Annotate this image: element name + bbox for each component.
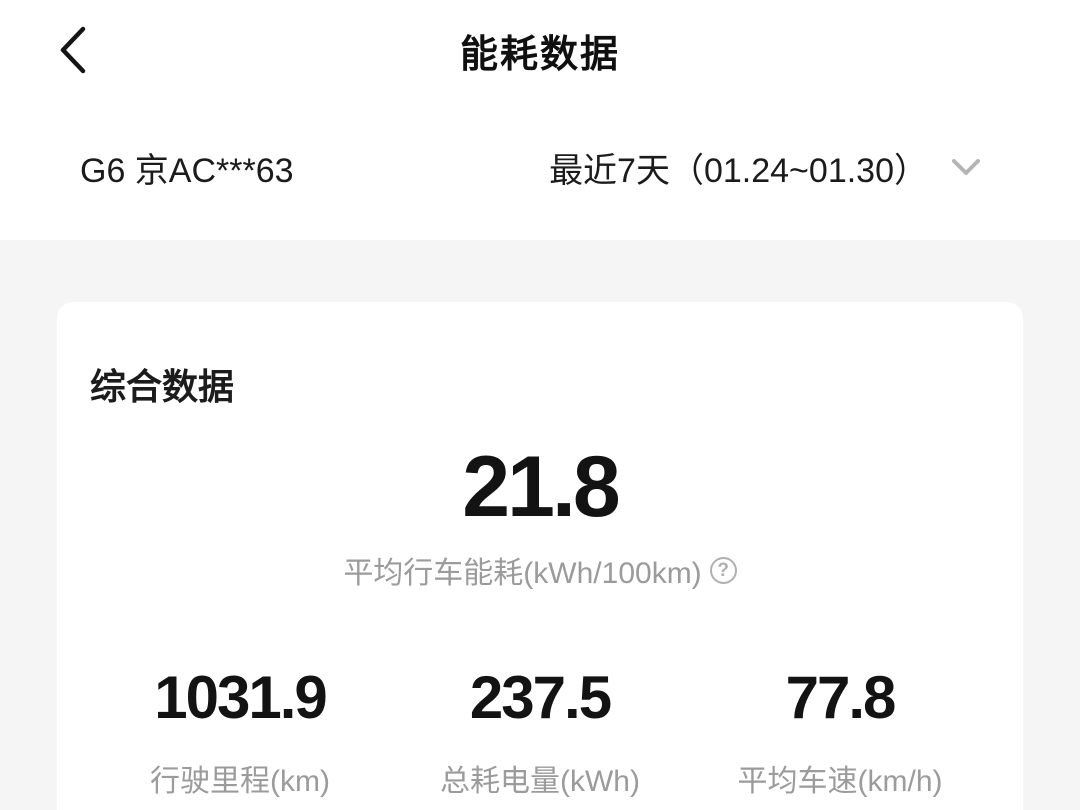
help-icon[interactable]: ? — [709, 556, 737, 584]
stat-avg-speed: 77.8 平均车速(km/h) — [690, 668, 990, 800]
avg-consumption-label-row: 平均行车能耗(kWh/100km) ? — [90, 548, 990, 592]
avg-consumption-value: 21.8 — [462, 439, 620, 535]
stat-avg-speed-value: 77.8 — [785, 664, 897, 731]
content-area: 综合数据 21.8 平均行车能耗(kWh/100km) ? 1031.9 行驶里… — [0, 240, 1080, 810]
stat-mileage: 1031.9 行驶里程(km) — [90, 668, 390, 800]
summary-card: 综合数据 21.8 平均行车能耗(kWh/100km) ? 1031.9 行驶里… — [57, 302, 1023, 810]
stat-total-energy-value: 237.5 — [469, 664, 612, 731]
chevron-down-icon — [952, 158, 980, 175]
chevron-left-icon — [60, 26, 86, 74]
stat-avg-speed-label: 平均车速(km/h) — [737, 765, 943, 798]
stat-mileage-value: 1031.9 — [154, 664, 328, 731]
stats-row: 1031.9 行驶里程(km) 237.5 总耗电量(kWh) 77.8 平均车… — [90, 668, 990, 800]
selector-row: G6 京AC***63 最近7天（01.24~01.30） — [0, 100, 1080, 240]
page-title: 能耗数据 — [459, 33, 620, 76]
date-range-selector[interactable]: 最近7天（01.24~01.30） — [549, 143, 980, 192]
navbar: 能耗数据 — [0, 0, 1080, 100]
card-title: 综合数据 — [90, 366, 235, 407]
stat-mileage-label: 行驶里程(km) — [150, 765, 330, 798]
avg-consumption-label: 平均行车能耗(kWh/100km) — [343, 557, 702, 590]
back-button[interactable] — [56, 18, 108, 82]
stat-total-energy: 237.5 总耗电量(kWh) — [390, 668, 690, 800]
stat-total-energy-label: 总耗电量(kWh) — [440, 765, 640, 798]
date-range-label: 最近7天（01.24~01.30） — [549, 151, 928, 190]
vehicle-selector[interactable]: G6 京AC***63 — [80, 151, 294, 190]
